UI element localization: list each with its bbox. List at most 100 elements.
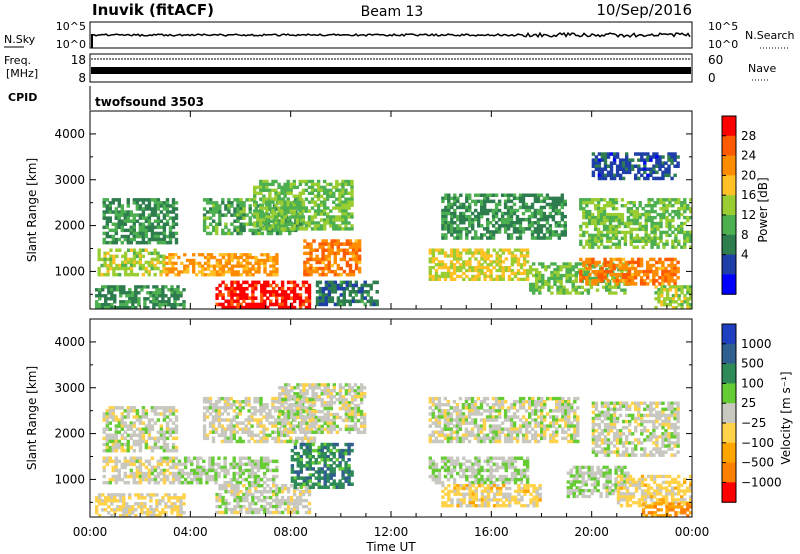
data-cell xyxy=(292,182,296,187)
data-cell xyxy=(636,272,641,277)
data-cell xyxy=(215,207,219,211)
data-cell xyxy=(272,492,276,497)
data-cell xyxy=(265,415,269,419)
data-cell xyxy=(120,465,124,470)
data-cell xyxy=(254,296,258,300)
data-cell xyxy=(292,427,296,431)
data-cell xyxy=(296,470,300,474)
data-cell xyxy=(144,198,149,202)
data-cell xyxy=(452,271,457,276)
data-cell xyxy=(143,511,147,515)
data-cell xyxy=(629,209,633,214)
data-cell xyxy=(560,193,564,197)
data-cell xyxy=(245,264,249,268)
data-cell xyxy=(369,286,373,291)
data-cell xyxy=(171,430,176,434)
data-cell xyxy=(497,202,502,207)
data-cell xyxy=(286,495,291,500)
data-cell xyxy=(147,204,152,208)
data-cell xyxy=(253,221,257,225)
data-cell xyxy=(114,474,118,479)
data-cell xyxy=(262,406,266,410)
data-cell xyxy=(668,288,673,292)
data-cell xyxy=(634,173,638,178)
data-cell xyxy=(131,508,135,512)
data-cell xyxy=(488,208,493,213)
data-cell xyxy=(218,492,222,497)
data-cell xyxy=(248,501,252,506)
data-cell xyxy=(647,233,651,238)
data-cell xyxy=(135,456,140,460)
data-cell xyxy=(612,272,616,277)
data-cell xyxy=(275,490,279,494)
data-cell xyxy=(304,286,309,291)
data-cell xyxy=(559,288,563,292)
data-cell xyxy=(209,253,214,257)
data-cell xyxy=(483,227,487,231)
data-cell xyxy=(664,276,668,280)
data-cell xyxy=(620,212,625,217)
data-cell xyxy=(147,228,152,233)
data-cell xyxy=(153,272,157,277)
data-cell xyxy=(211,403,216,407)
nave-label: Nave xyxy=(748,62,776,75)
data-cell xyxy=(462,221,466,225)
data-cell xyxy=(636,263,641,268)
data-cell xyxy=(153,201,158,205)
data-cell xyxy=(167,493,171,497)
data-cell xyxy=(447,193,451,197)
data-cell xyxy=(224,501,228,506)
data-cell xyxy=(229,433,233,438)
data-cell xyxy=(226,436,230,441)
data-cell xyxy=(241,477,245,482)
data-cell xyxy=(129,409,133,413)
data-cell xyxy=(250,430,254,434)
data-cell xyxy=(299,464,303,468)
data-cell xyxy=(242,299,246,304)
data-cell xyxy=(486,268,490,273)
data-cell xyxy=(209,270,214,274)
data-cell xyxy=(627,269,632,274)
data-cell xyxy=(116,285,120,289)
data-cell xyxy=(449,263,454,267)
data-cell xyxy=(655,161,659,165)
data-cell xyxy=(156,406,161,410)
data-cell xyxy=(513,274,518,279)
data-cell xyxy=(153,263,157,268)
data-cell xyxy=(301,200,306,204)
data-cell xyxy=(315,254,319,259)
data-cell xyxy=(434,257,439,261)
data-cell xyxy=(530,202,535,207)
data-cell xyxy=(557,221,561,225)
data-cell xyxy=(239,228,243,233)
data-cell xyxy=(627,282,632,286)
data-cell xyxy=(138,459,143,464)
data-cell xyxy=(671,306,675,310)
data-cell xyxy=(266,465,270,470)
data-cell xyxy=(265,209,269,213)
data-cell xyxy=(254,487,258,491)
data-cell xyxy=(182,502,186,506)
data-cell xyxy=(120,228,124,233)
data-cell xyxy=(107,303,111,307)
data-cell xyxy=(218,213,222,217)
data-cell xyxy=(468,224,472,228)
data-cell xyxy=(605,285,609,289)
data-cell xyxy=(138,427,143,431)
data-cell xyxy=(146,291,150,295)
data-cell xyxy=(227,490,231,494)
data-cell xyxy=(609,269,613,274)
data-cell xyxy=(268,224,272,228)
data-cell xyxy=(303,406,308,410)
data-cell xyxy=(668,233,672,238)
data-cell xyxy=(236,299,240,304)
data-cell xyxy=(159,204,164,208)
data-cell xyxy=(306,242,310,246)
data-cell xyxy=(217,400,222,404)
data-cell xyxy=(542,214,547,219)
data-cell xyxy=(156,216,161,220)
data-cell xyxy=(443,263,448,267)
data-cell xyxy=(202,433,207,438)
data-cell xyxy=(491,217,496,222)
data-cell xyxy=(312,436,317,441)
